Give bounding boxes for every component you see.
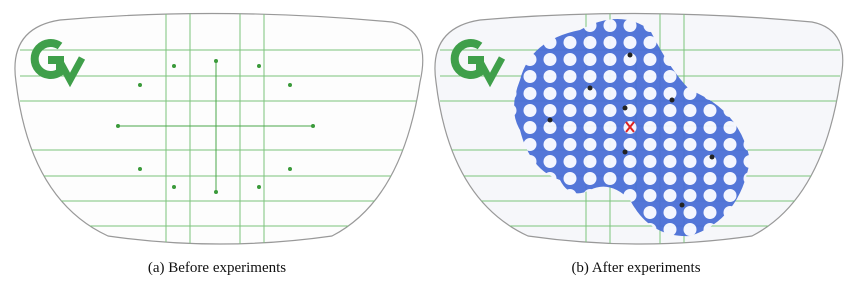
figure: (a) Before experiments (b) After experim… — [0, 0, 851, 284]
lens-before — [15, 10, 423, 245]
caption: (b) After experiments — [426, 260, 846, 277]
lens-after — [435, 10, 843, 245]
caption: (a) Before experiments — [7, 260, 427, 277]
lens-images — [0, 0, 851, 255]
